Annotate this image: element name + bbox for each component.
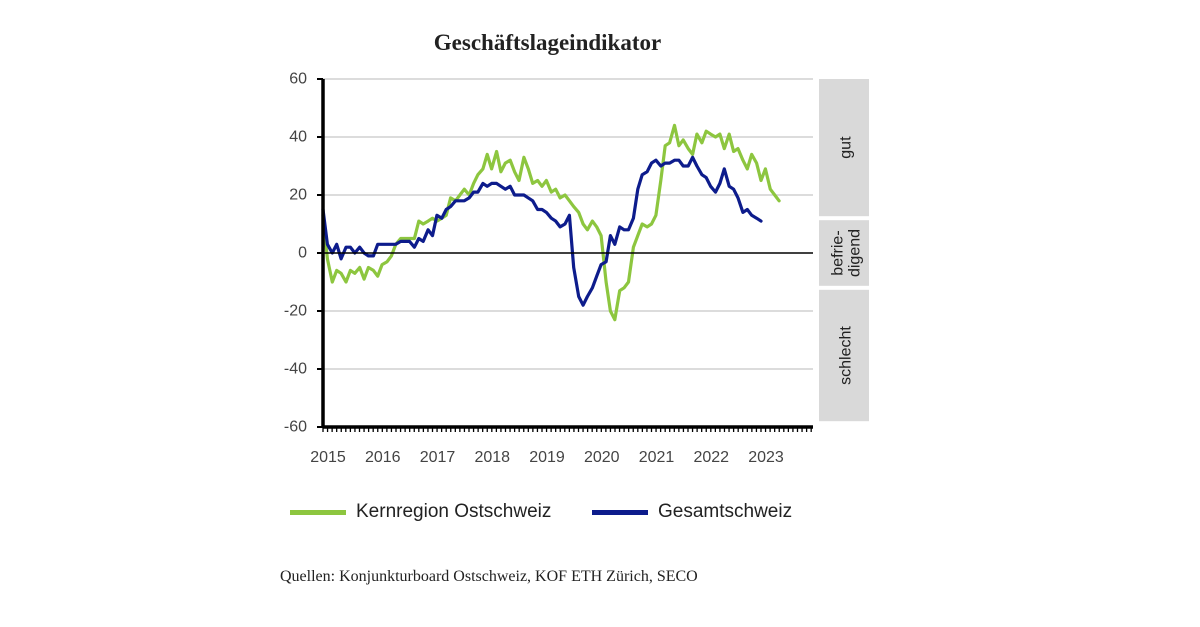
y-tick-label: -20 bbox=[284, 303, 307, 320]
y-tick-label: 40 bbox=[289, 129, 307, 146]
zone-label: schlecht bbox=[838, 326, 855, 385]
series-line bbox=[321, 123, 781, 322]
x-tick-label: 2021 bbox=[639, 449, 675, 466]
y-tick-label: -60 bbox=[284, 419, 307, 436]
zone-box bbox=[819, 79, 869, 217]
y-tick-label: -40 bbox=[284, 361, 307, 378]
chart-title: Geschäftslageindikator bbox=[433, 30, 662, 55]
gridlines bbox=[323, 78, 813, 370]
x-tick-labels: 2015 2016 2017 2018 2019 2020 2021 2022 2023 bbox=[310, 449, 784, 466]
x-tick-label: 2022 bbox=[693, 449, 729, 466]
x-tick-label: 2017 bbox=[420, 449, 456, 466]
zone-label: gut bbox=[838, 136, 855, 159]
zone-box bbox=[819, 220, 869, 286]
y-tick-label: 60 bbox=[289, 71, 307, 88]
legend-swatch-blue bbox=[592, 509, 648, 515]
zone-label: digend bbox=[847, 229, 864, 277]
x-tick-label: 2020 bbox=[584, 449, 620, 466]
y-tick-label: 20 bbox=[289, 187, 307, 204]
legend-label: Kernregion Ostschweiz bbox=[356, 501, 552, 522]
zone-label: befrie- bbox=[830, 230, 847, 275]
x-tick-label: 2019 bbox=[529, 449, 565, 466]
zone-box bbox=[819, 289, 869, 422]
y-tick-labels: 60 40 20 0 -20 -40 -60 bbox=[284, 71, 307, 436]
axes bbox=[317, 78, 813, 432]
legend-label: Gesamtschweiz bbox=[658, 501, 793, 522]
legend-item-kernregion: Kernregion Ostschweiz bbox=[290, 498, 551, 526]
x-tick-label: 2016 bbox=[365, 449, 401, 466]
x-tick-label: 2015 bbox=[310, 449, 346, 466]
x-tick-label: 2023 bbox=[748, 449, 784, 466]
series-line bbox=[321, 155, 763, 307]
series-lines bbox=[321, 123, 781, 322]
x-tick-label: 2018 bbox=[474, 449, 510, 466]
legend-item-gesamtschweiz: Gesamtschweiz bbox=[592, 498, 792, 526]
zone-panel: gut befrie-digend schlecht bbox=[819, 79, 869, 422]
legend-swatch-green bbox=[290, 509, 346, 515]
y-tick-label: 0 bbox=[298, 245, 307, 262]
source-note: Quellen: Konjunkturboard Ostschweiz, KOF… bbox=[280, 568, 698, 585]
